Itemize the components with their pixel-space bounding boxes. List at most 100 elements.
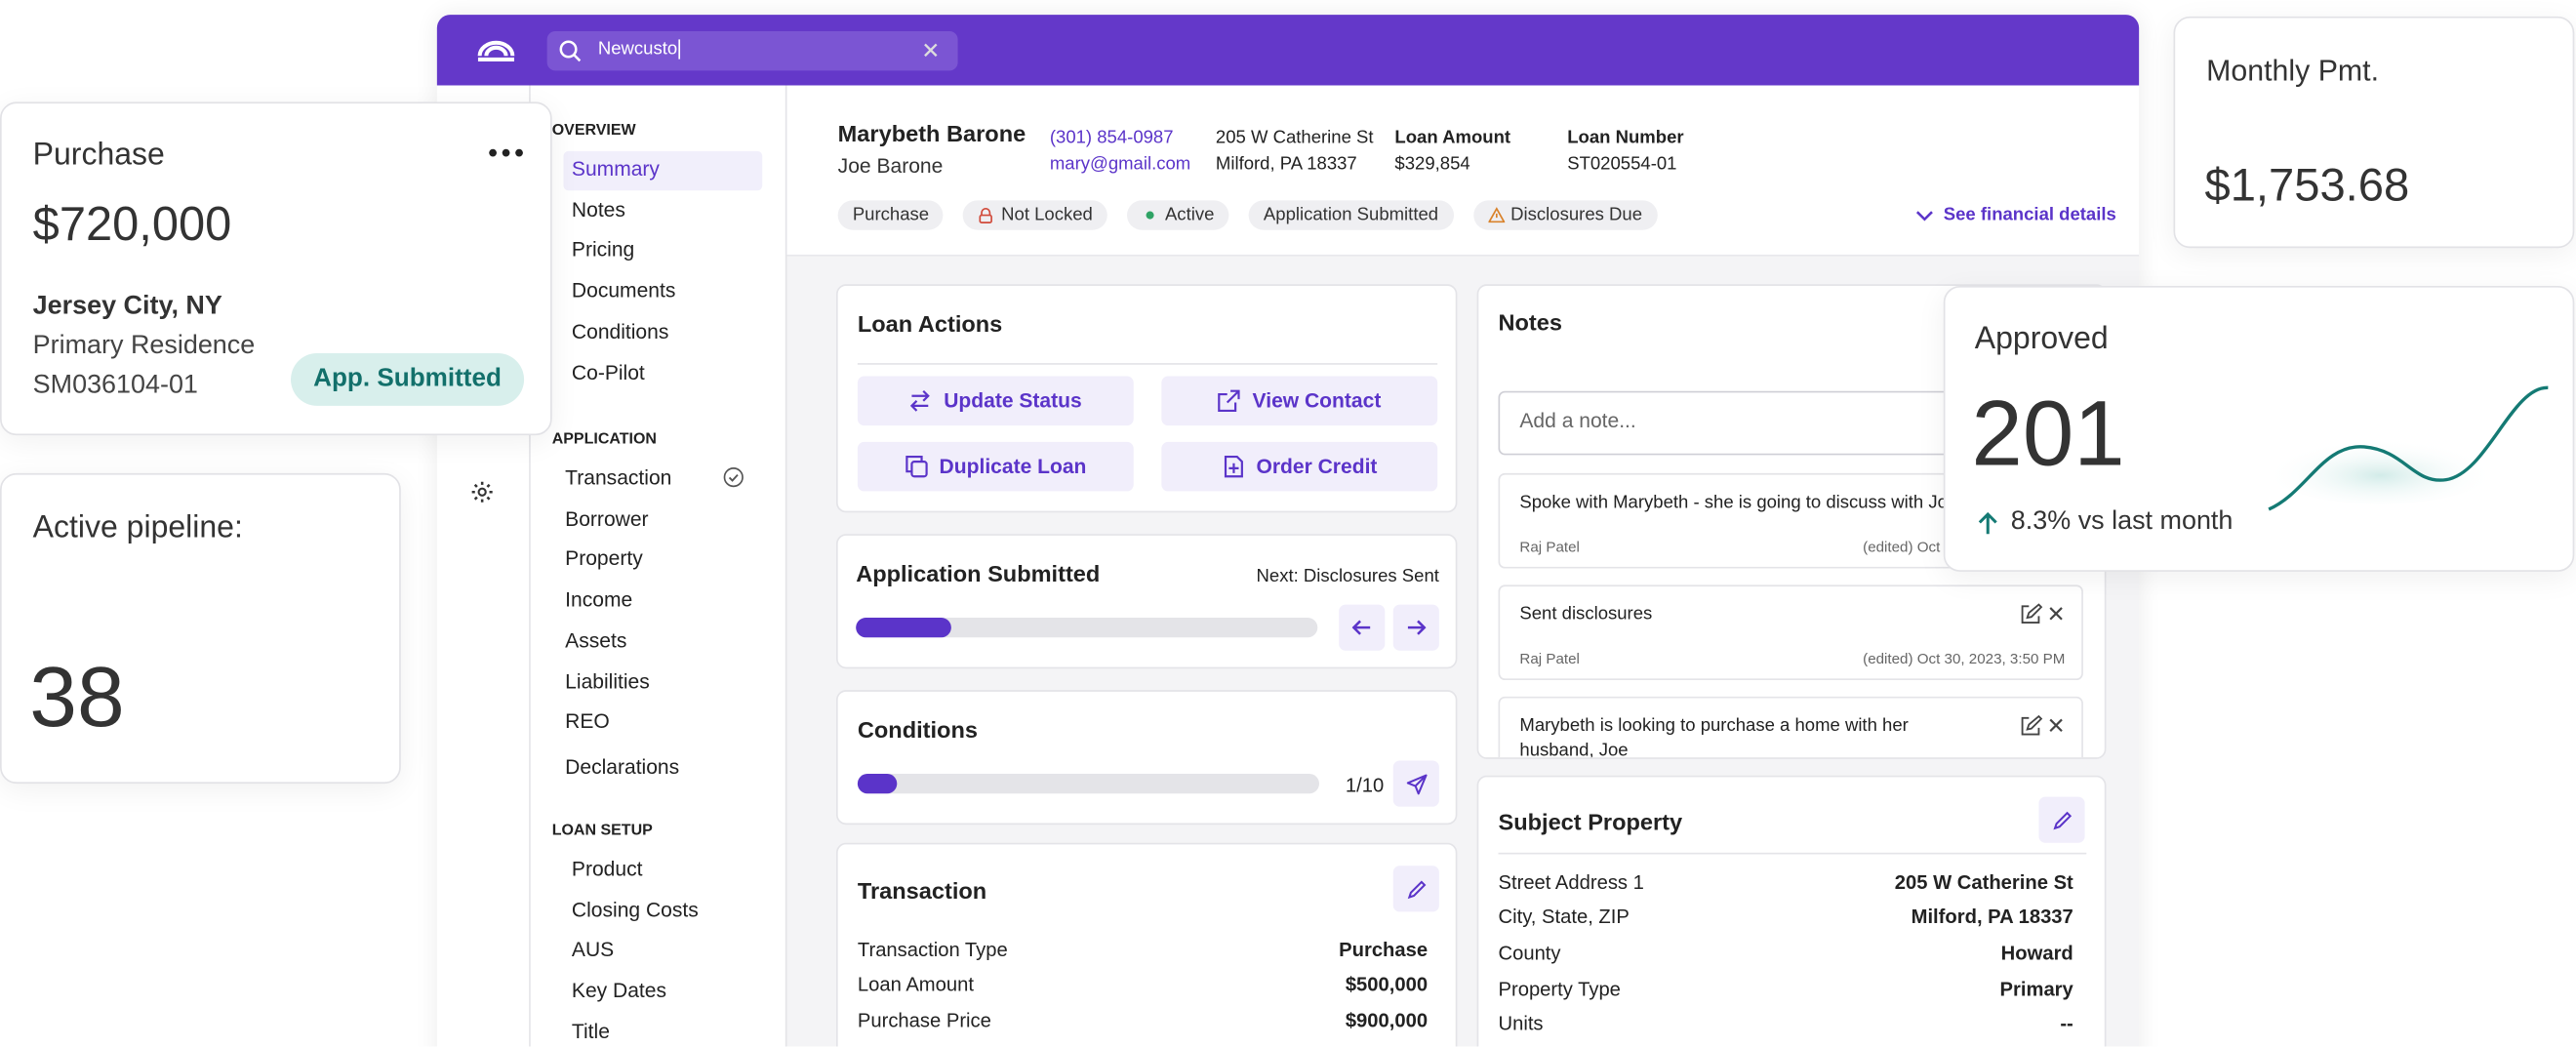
search-box[interactable] xyxy=(546,30,958,71)
details-link[interactable]: See financial details xyxy=(1915,205,2116,225)
approved-card: Approved 201 8.3% vs last month xyxy=(1943,285,2575,572)
details-link-text: See financial details xyxy=(1943,205,2116,225)
action-button[interactable]: Duplicate Loan xyxy=(857,441,1134,492)
row-label: County xyxy=(1498,941,1561,965)
send-button[interactable] xyxy=(1392,760,1439,807)
tag-list: Purchase Not Locked Active Application Subm… xyxy=(837,200,1677,230)
note-actions[interactable] xyxy=(2019,603,2065,626)
next-button[interactable] xyxy=(1392,604,1439,651)
nav-item[interactable]: Documents xyxy=(571,279,676,302)
monthly-payment: $1,753.68 xyxy=(2204,159,2410,211)
row-label: Property Type xyxy=(1498,977,1621,1000)
nav-item[interactable]: Notes xyxy=(571,198,625,221)
nav-item[interactable]: Summary xyxy=(563,150,763,191)
nav-item[interactable]: Title xyxy=(571,1020,610,1043)
clear-search[interactable] xyxy=(923,43,938,58)
tag-icon xyxy=(1487,207,1505,223)
nav-item[interactable]: Transaction xyxy=(565,466,672,490)
nav-item[interactable]: Co-Pilot xyxy=(571,360,645,384)
edit-button[interactable] xyxy=(2038,796,2085,843)
condition-count: 1/10 xyxy=(1345,774,1385,797)
detail-row: Street Address 1 205 W Catherine St xyxy=(1499,865,2073,900)
nav-item[interactable]: REO xyxy=(565,709,610,734)
row-label: Street Address 1 xyxy=(1498,870,1644,894)
note-author: Raj Patel xyxy=(1519,539,1580,556)
row-label: Units xyxy=(1498,1012,1544,1036)
prev-button[interactable] xyxy=(1339,604,1386,651)
detail-row: Transaction Type Purchase xyxy=(858,932,1428,967)
action-button[interactable]: Order Credit xyxy=(1161,441,1438,492)
approved-count: 201 xyxy=(1971,381,2125,485)
nav-item[interactable]: Product xyxy=(571,857,643,881)
co-borrower-name: Joe Barone xyxy=(837,154,944,178)
arrow-right xyxy=(1407,620,1427,635)
note-text: Marybeth is looking to purchase a home w… xyxy=(1519,716,1909,759)
note-text: Sent disclosures xyxy=(1519,604,1653,624)
nav-item[interactable]: Declarations xyxy=(565,755,680,779)
tag-icon xyxy=(1146,211,1154,220)
status-tag: Purchase xyxy=(837,200,945,230)
nav-item[interactable]: Income xyxy=(565,587,633,612)
purchase-card: Purchase $720,000 Jersey City, NY Primar… xyxy=(0,101,552,436)
sparkline xyxy=(2265,385,2549,511)
progress-track xyxy=(857,774,1319,794)
card-label: Approved xyxy=(1974,321,2109,357)
detail-row: Property Type Primary xyxy=(1499,971,2073,1006)
tag-text: Purchase xyxy=(852,205,930,225)
loan-actions-card: Loan Actions Update Status View Contact Du… xyxy=(835,284,1458,513)
up-arrow xyxy=(1978,511,1997,534)
nav-item[interactable]: Assets xyxy=(565,628,627,653)
note-author: Raj Patel xyxy=(1519,650,1580,667)
field-label: Loan Number xyxy=(1567,128,1684,148)
field-label: Loan Amount xyxy=(1394,128,1511,148)
row-label: Purchase Price xyxy=(857,1008,991,1032)
conditions-card: Conditions 1/10 xyxy=(835,690,1458,826)
tag-icon xyxy=(980,208,993,223)
transaction-card: Transaction Transaction Type Purchase Loan… xyxy=(835,842,1458,1047)
caret xyxy=(678,39,681,60)
monthly-payment-card: Monthly Pmt. $1,753.68 xyxy=(2173,16,2575,249)
row-value: Milford, PA 18337 xyxy=(1911,906,2073,929)
settings-icon[interactable] xyxy=(470,480,495,504)
arrow-left xyxy=(1351,620,1371,635)
nav-item[interactable]: Borrower xyxy=(565,506,649,531)
nav-item[interactable]: Key Dates xyxy=(571,979,667,1003)
detail-row: Units -- xyxy=(1499,1006,2073,1041)
nav-item[interactable]: Closing Costs xyxy=(571,898,699,922)
action-button[interactable]: View Contact xyxy=(1161,376,1438,426)
logo xyxy=(477,40,515,61)
edit-button[interactable] xyxy=(1392,866,1439,912)
nav-item[interactable]: Property xyxy=(565,547,643,571)
nav-heading: OVERVIEW xyxy=(551,121,636,141)
note-actions[interactable] xyxy=(2019,714,2065,738)
progress-track xyxy=(856,618,1318,638)
nav-item[interactable]: AUS xyxy=(571,939,615,962)
button-label: View Contact xyxy=(1252,389,1382,413)
button-icon xyxy=(1224,455,1243,478)
pencil-icon xyxy=(1406,879,1426,899)
row-label: City, State, ZIP xyxy=(1498,906,1630,929)
city: Jersey City, NY xyxy=(32,292,222,321)
nav-item[interactable]: Conditions xyxy=(571,319,669,343)
card-label: Monthly Pmt. xyxy=(2206,54,2380,88)
phone[interactable]: (301) 854-0987 xyxy=(1049,128,1174,148)
progress-fill xyxy=(856,618,951,638)
next-step: Next: Disclosures Sent xyxy=(1256,566,1439,587)
more-menu[interactable] xyxy=(488,148,524,158)
status-tag: Not Locked xyxy=(963,200,1108,230)
detail-row: City, State, ZIP Milford, PA 18337 xyxy=(1499,900,2073,935)
row-value: $900,000 xyxy=(1345,1008,1429,1032)
loan-id: SM036104-01 xyxy=(32,371,198,400)
chevron xyxy=(1915,210,1933,221)
tag-text: Application Submitted xyxy=(1263,205,1439,225)
tag-text: Active xyxy=(1164,205,1215,225)
action-button[interactable]: Update Status xyxy=(857,376,1134,426)
transaction-rows: Transaction Type Purchase Loan Amount $500,… xyxy=(858,932,1428,1038)
progress-fill xyxy=(857,774,898,794)
nav-item[interactable]: Pricing xyxy=(571,238,635,262)
card-title: Transaction xyxy=(857,877,987,905)
note-placeholder: Add a note... xyxy=(1519,409,1636,432)
nav-item[interactable]: Liabilities xyxy=(565,669,650,693)
email[interactable]: mary@gmail.com xyxy=(1049,154,1191,175)
